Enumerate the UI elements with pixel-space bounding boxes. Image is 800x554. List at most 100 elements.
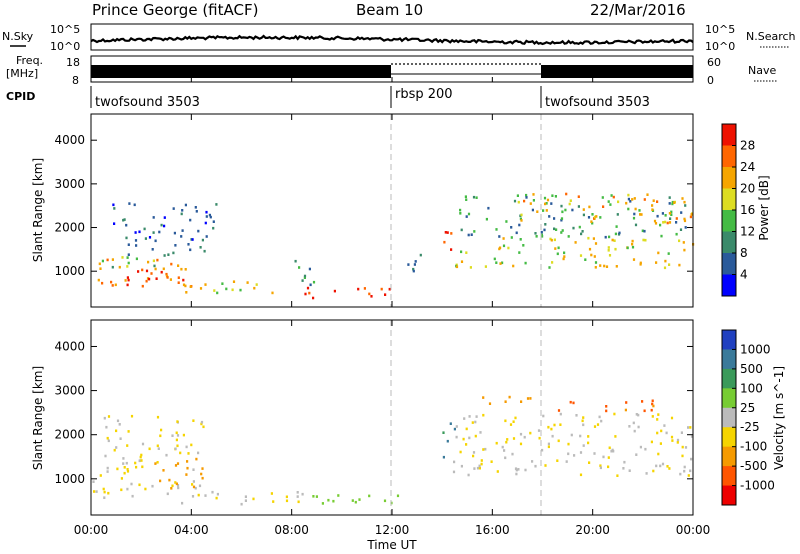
velocity-cell bbox=[663, 424, 666, 427]
power-cell bbox=[553, 227, 556, 231]
power-cell bbox=[460, 260, 464, 263]
velocity-cell bbox=[665, 431, 668, 435]
power-cell bbox=[608, 254, 612, 257]
power-cell bbox=[204, 283, 207, 286]
power-cell bbox=[555, 228, 558, 231]
power-cell bbox=[550, 202, 553, 205]
velocity-cell bbox=[186, 460, 189, 463]
velocity-cell bbox=[200, 422, 203, 426]
power-cell bbox=[484, 265, 487, 268]
power-cell bbox=[213, 289, 216, 292]
velocity-cell bbox=[107, 415, 111, 418]
power-cell bbox=[602, 205, 605, 208]
power-cell bbox=[543, 196, 547, 200]
power-cell bbox=[627, 193, 630, 197]
velocity-cell bbox=[482, 396, 485, 399]
power-cell bbox=[160, 223, 163, 227]
power-cell bbox=[603, 264, 606, 268]
power-cell bbox=[205, 210, 208, 214]
velocity-cell bbox=[635, 453, 638, 456]
noise-search-label: N.Search bbox=[746, 30, 796, 43]
velocity-cell bbox=[140, 459, 143, 462]
power-cell bbox=[614, 247, 617, 251]
velocity-cell bbox=[480, 462, 483, 466]
velocity-cell bbox=[460, 464, 463, 468]
power-cell bbox=[180, 267, 183, 271]
velocity-cell bbox=[531, 460, 534, 463]
power-cell bbox=[515, 231, 518, 235]
power-cell bbox=[301, 279, 304, 282]
velocity-cell bbox=[174, 481, 177, 484]
velocity-cell bbox=[474, 434, 477, 438]
velocity-region-2 bbox=[103, 414, 205, 464]
velocity-cell bbox=[192, 468, 195, 471]
velocity-region-6 bbox=[452, 412, 694, 477]
velocity-cell bbox=[187, 452, 190, 455]
velocity-cell bbox=[115, 446, 118, 449]
power-colorbar-swatch bbox=[722, 188, 736, 211]
velocity-cell bbox=[582, 423, 585, 427]
power-cell bbox=[618, 231, 621, 235]
power-cell bbox=[644, 238, 647, 242]
date-title: 22/Mar/2016 bbox=[590, 1, 686, 19]
power-cell bbox=[594, 266, 597, 269]
power-cell bbox=[507, 246, 510, 250]
power-cell bbox=[154, 267, 157, 271]
power-cell bbox=[664, 259, 667, 263]
power-cell bbox=[111, 265, 114, 269]
velocity-cell bbox=[508, 395, 511, 399]
velocity-cell bbox=[509, 423, 513, 426]
velocity-cell bbox=[186, 466, 189, 470]
power-cell bbox=[542, 209, 545, 212]
velocity-cell bbox=[623, 460, 626, 464]
velocity-region-8 bbox=[482, 395, 532, 405]
velocity-cell bbox=[471, 421, 474, 424]
power-cell bbox=[563, 255, 566, 258]
power-cell bbox=[651, 204, 654, 207]
velocity-colorbar-swatch bbox=[722, 388, 736, 409]
power-cell bbox=[370, 295, 373, 298]
power-cell bbox=[584, 258, 587, 261]
velocity-cell bbox=[659, 464, 662, 468]
power-cell bbox=[184, 203, 187, 207]
power-cell bbox=[544, 223, 547, 226]
power-cell bbox=[578, 225, 581, 229]
power-cell bbox=[604, 235, 607, 239]
velocity-cell bbox=[670, 416, 674, 420]
velocity-cell bbox=[645, 472, 648, 475]
power-cell bbox=[661, 212, 664, 215]
power-cell bbox=[495, 261, 498, 264]
velocity-cell bbox=[244, 495, 247, 498]
velocity-cell bbox=[179, 451, 182, 455]
velocity-cell bbox=[368, 494, 371, 498]
velocity-cell bbox=[315, 495, 318, 498]
power-cell bbox=[294, 259, 297, 263]
power-heatmap bbox=[97, 192, 695, 300]
power-cell bbox=[126, 276, 129, 279]
power-cell bbox=[135, 257, 138, 261]
power-cell bbox=[191, 238, 194, 241]
power-cell bbox=[303, 274, 307, 278]
power-cell bbox=[177, 276, 180, 279]
velocity-cell bbox=[625, 401, 628, 404]
power-cell bbox=[563, 251, 566, 255]
velocity-cell bbox=[567, 442, 570, 446]
velocity-cell bbox=[175, 438, 178, 442]
power-cell bbox=[165, 274, 169, 278]
power-cell bbox=[664, 214, 667, 217]
power-cell bbox=[201, 238, 204, 242]
velocity-cell bbox=[482, 413, 485, 417]
power-colorbar-tick-label: 24 bbox=[740, 160, 755, 174]
power-cell bbox=[608, 235, 611, 239]
velocity-cell bbox=[455, 425, 458, 428]
velocity-cell bbox=[166, 492, 169, 496]
power-colorbar-tick-label: 16 bbox=[740, 203, 755, 217]
velocity-cell bbox=[125, 461, 128, 465]
velocity-cell bbox=[176, 444, 179, 448]
velocity-cell bbox=[175, 431, 178, 435]
velocity-cell bbox=[480, 459, 483, 462]
power-cell bbox=[303, 276, 306, 279]
power-region-1 bbox=[126, 269, 185, 287]
velocity-cell bbox=[171, 484, 174, 488]
power-cell bbox=[212, 220, 215, 223]
